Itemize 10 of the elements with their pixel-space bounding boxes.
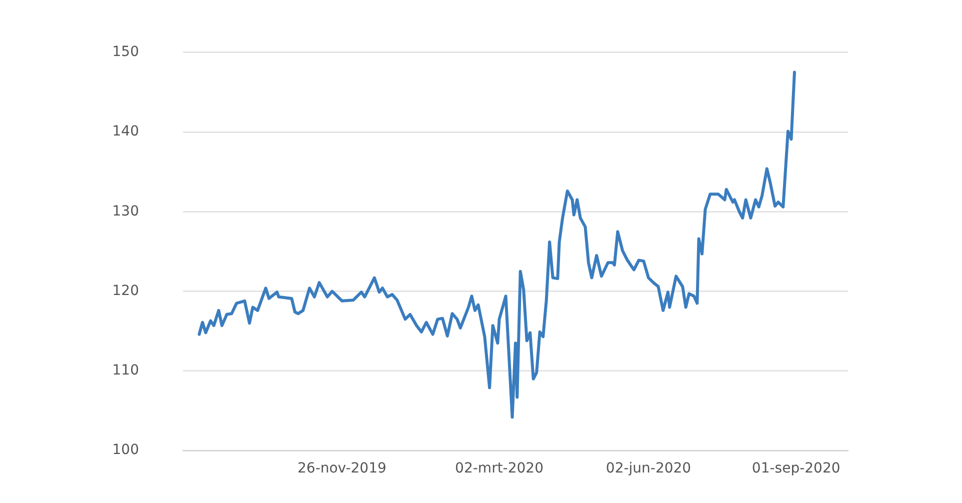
x-tick-label: 26-nov-2019 bbox=[298, 460, 386, 477]
y-tick-label: 150 bbox=[112, 44, 139, 60]
y-tick-label: 100 bbox=[112, 442, 139, 458]
y-tick-label: 130 bbox=[112, 203, 139, 220]
y-tick-label: 120 bbox=[112, 282, 139, 299]
y-tick-label: 140 bbox=[112, 124, 139, 140]
y-tick-label: 110 bbox=[112, 362, 139, 379]
x-tick-label: 02-jun-2020 bbox=[606, 460, 692, 477]
x-tick-label: 02-mrt-2020 bbox=[455, 460, 544, 477]
x-tick-label: 01-sep-2020 bbox=[752, 460, 840, 477]
